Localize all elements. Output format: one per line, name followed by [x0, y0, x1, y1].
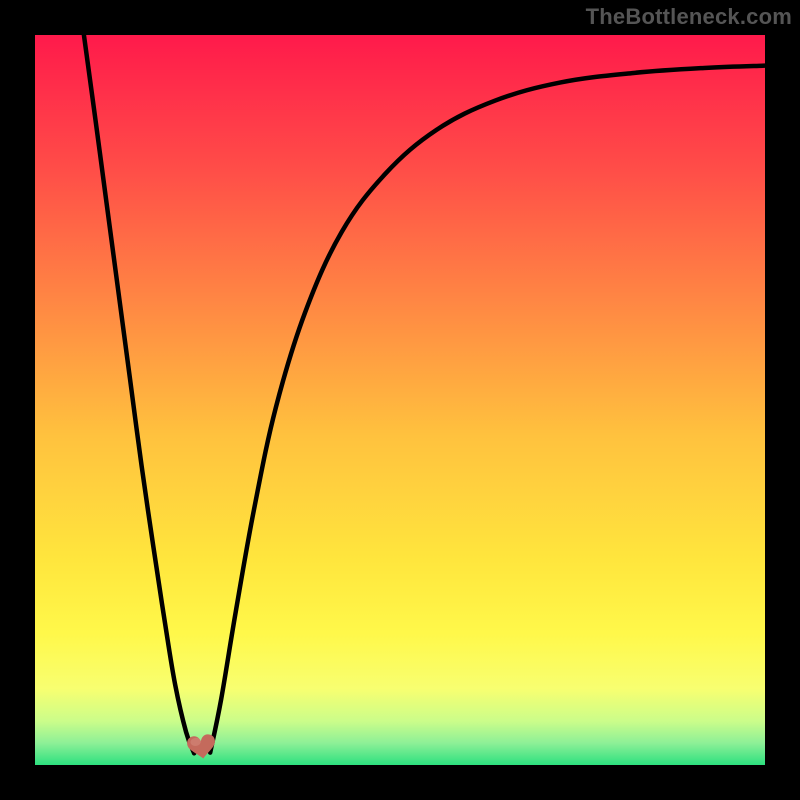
plot-svg: [35, 35, 765, 765]
watermark-text: TheBottleneck.com: [586, 0, 800, 30]
chart-root: TheBottleneck.com: [0, 0, 800, 800]
plot-background: [35, 35, 765, 765]
